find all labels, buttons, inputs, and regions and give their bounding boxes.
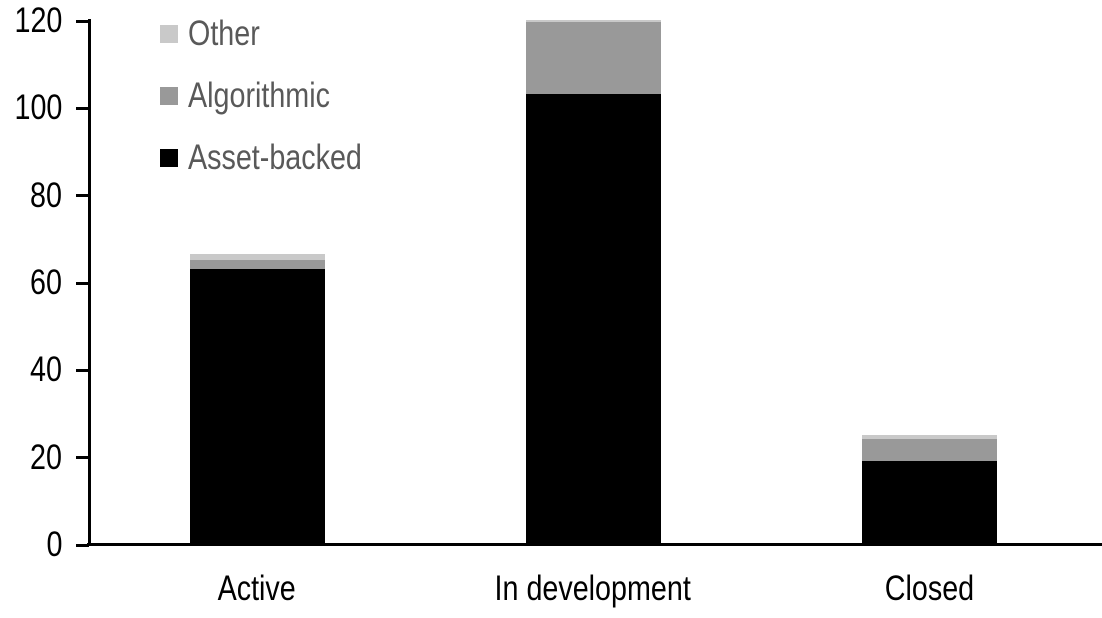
legend-label: Algorithmic bbox=[188, 76, 330, 115]
x-category-label: Active bbox=[117, 571, 397, 607]
x-category-label-text: Closed bbox=[884, 569, 974, 608]
y-tick-label: 20 bbox=[0, 440, 62, 476]
bar-segment-other bbox=[862, 435, 997, 439]
x-category-label: In development bbox=[453, 571, 733, 607]
y-tick-label-text: 100 bbox=[14, 88, 62, 127]
x-axis-line bbox=[87, 543, 1102, 546]
y-tick-label: 60 bbox=[0, 265, 62, 301]
bar-segment-asset-backed bbox=[526, 94, 661, 544]
legend-swatch-icon bbox=[160, 87, 178, 105]
y-tick-label-text: 60 bbox=[30, 263, 62, 302]
x-category-label-text: In development bbox=[494, 569, 692, 608]
y-tick-label: 0 bbox=[0, 527, 62, 563]
bar-segment-asset-backed bbox=[190, 269, 325, 544]
y-axis-tick bbox=[76, 369, 89, 372]
y-axis-line bbox=[88, 19, 91, 546]
bar-segment-algorithmic bbox=[526, 22, 661, 94]
legend-item: Asset-backed bbox=[160, 140, 400, 176]
y-tick-label: 120 bbox=[0, 3, 62, 39]
legend-swatch-icon bbox=[160, 25, 178, 43]
y-tick-label-text: 40 bbox=[30, 350, 62, 389]
y-tick-label-text: 80 bbox=[30, 176, 62, 215]
bar-segment-asset-backed bbox=[862, 461, 997, 544]
y-axis-tick bbox=[76, 282, 89, 285]
legend-swatch-icon bbox=[160, 149, 178, 167]
bar-segment-other bbox=[190, 254, 325, 260]
y-axis-tick bbox=[76, 456, 89, 459]
y-tick-label-text: 20 bbox=[30, 438, 62, 477]
x-category-label-text: Active bbox=[217, 569, 297, 608]
y-tick-label-text: 120 bbox=[14, 1, 62, 40]
y-tick-label: 40 bbox=[0, 352, 62, 388]
y-axis-tick bbox=[76, 20, 89, 23]
y-tick-label-text: 0 bbox=[46, 525, 62, 564]
y-axis-tick bbox=[76, 194, 89, 197]
y-axis-tick bbox=[76, 107, 89, 110]
legend-label: Asset-backed bbox=[188, 138, 362, 177]
legend-item: Other bbox=[160, 16, 400, 52]
y-axis-tick bbox=[76, 544, 89, 547]
bar-segment-algorithmic bbox=[190, 260, 325, 269]
legend: Other Algorithmic Asset-backed bbox=[160, 16, 400, 202]
legend-item: Algorithmic bbox=[160, 78, 400, 114]
y-tick-label: 80 bbox=[0, 178, 62, 214]
x-category-label: Closed bbox=[789, 571, 1069, 607]
bar-segment-algorithmic bbox=[862, 439, 997, 461]
legend-label: Other bbox=[188, 14, 260, 53]
y-tick-label: 100 bbox=[0, 90, 62, 126]
bar-segment-other bbox=[526, 20, 661, 22]
